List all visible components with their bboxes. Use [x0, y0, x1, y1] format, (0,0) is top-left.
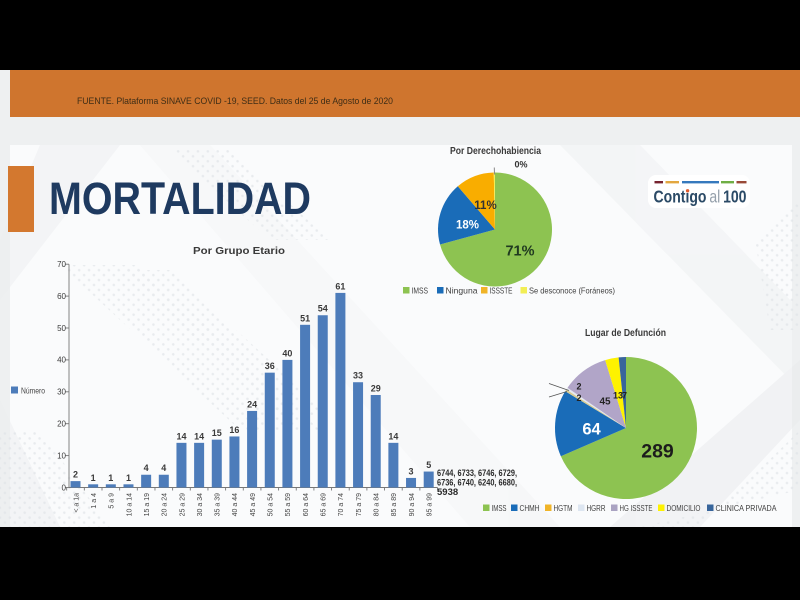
svg-text:60 a 64: 60 a 64 — [303, 493, 310, 516]
svg-text:25 a 29: 25 a 29 — [179, 493, 186, 516]
svg-text:ISSSTE: ISSSTE — [490, 286, 513, 296]
svg-text:20: 20 — [57, 420, 66, 429]
svg-text:54: 54 — [318, 304, 328, 314]
svg-text:4: 4 — [161, 463, 166, 473]
svg-text:6744, 6733, 6746, 6729,: 6744, 6733, 6746, 6729, — [437, 468, 517, 479]
svg-text:2: 2 — [576, 382, 581, 392]
svg-text:20 a 24: 20 a 24 — [162, 493, 169, 516]
svg-text:HGTM: HGTM — [554, 503, 573, 513]
svg-text:70: 70 — [57, 260, 66, 269]
svg-text:MORTALIDAD: MORTALIDAD — [49, 173, 311, 224]
svg-text:50 a 54: 50 a 54 — [268, 493, 275, 516]
svg-text:1: 1 — [91, 473, 96, 483]
svg-text:FUENTE. Plataforma SINAVE COVI: FUENTE. Plataforma SINAVE COVID -19, SEE… — [77, 96, 393, 107]
svg-text:1 a 4: 1 a 4 — [91, 493, 98, 509]
svg-text:2: 2 — [576, 393, 581, 403]
svg-text:40 a 44: 40 a 44 — [232, 493, 239, 516]
svg-text:64: 64 — [582, 421, 601, 439]
svg-text:15 a 19: 15 a 19 — [144, 493, 151, 516]
svg-text:Contigo al 100: Contigo al 100 — [654, 187, 747, 207]
svg-text:4: 4 — [144, 463, 149, 473]
svg-text:Por Derechohabiencia: Por Derechohabiencia — [450, 145, 541, 157]
svg-text:30 a 34: 30 a 34 — [197, 493, 204, 516]
svg-text:0%: 0% — [514, 160, 527, 170]
svg-text:95 a 99: 95 a 99 — [427, 493, 434, 516]
svg-text:Ninguna: Ninguna — [446, 286, 478, 296]
svg-text:IMSS: IMSS — [412, 286, 429, 296]
svg-text:15: 15 — [212, 428, 222, 438]
svg-text:14: 14 — [176, 431, 186, 441]
svg-text:40: 40 — [57, 356, 66, 365]
svg-text:0: 0 — [62, 483, 67, 492]
svg-text:55 a 59: 55 a 59 — [285, 493, 292, 516]
svg-text:85 a 89: 85 a 89 — [391, 493, 398, 516]
svg-text:10 a 14: 10 a 14 — [126, 493, 133, 516]
svg-text:Lugar de Defunción: Lugar de Defunción — [585, 327, 666, 339]
svg-text:5: 5 — [426, 460, 431, 470]
svg-text:65 a 69: 65 a 69 — [321, 493, 328, 516]
svg-text:16: 16 — [229, 425, 239, 435]
svg-text:DOMICILIO: DOMICILIO — [667, 503, 701, 513]
svg-text:14: 14 — [194, 431, 204, 441]
svg-text:13: 13 — [613, 391, 623, 401]
svg-text:51: 51 — [300, 313, 310, 323]
svg-text:HG ISSSTE: HG ISSSTE — [620, 503, 653, 513]
svg-text:90 a 94: 90 a 94 — [409, 493, 416, 516]
svg-text:1: 1 — [108, 473, 113, 483]
svg-text:5938: 5938 — [437, 487, 458, 498]
svg-text:18%: 18% — [456, 220, 479, 232]
svg-text:75 a 79: 75 a 79 — [356, 493, 363, 516]
svg-text:36: 36 — [265, 361, 275, 371]
svg-text:5 a 9: 5 a 9 — [109, 493, 116, 509]
svg-text:60: 60 — [57, 292, 66, 301]
svg-text:71%: 71% — [505, 244, 534, 260]
svg-text:3: 3 — [409, 466, 414, 476]
svg-text:CLINICA PRIVADA: CLINICA PRIVADA — [716, 503, 777, 513]
svg-text:< a 1a: < a 1a — [73, 493, 80, 513]
svg-text:61: 61 — [335, 281, 345, 291]
svg-text:7: 7 — [622, 391, 627, 401]
svg-text:29: 29 — [371, 383, 381, 393]
svg-text:50: 50 — [57, 324, 66, 333]
svg-text:80 a 84: 80 a 84 — [374, 493, 381, 516]
svg-text:45: 45 — [599, 397, 611, 408]
svg-text:Número: Número — [21, 387, 45, 396]
svg-text:35 a 39: 35 a 39 — [215, 493, 222, 516]
svg-text:30: 30 — [57, 388, 66, 397]
svg-text:6736, 6740, 6240, 6680,: 6736, 6740, 6240, 6680, — [437, 478, 517, 489]
svg-text:2: 2 — [73, 470, 78, 480]
svg-text:1: 1 — [126, 473, 131, 483]
svg-text:24: 24 — [247, 399, 257, 409]
svg-text:Por Grupo Etario: Por Grupo Etario — [193, 245, 285, 257]
svg-text:45 a 49: 45 a 49 — [250, 493, 257, 516]
svg-text:CHMH: CHMH — [520, 503, 540, 513]
svg-text:33: 33 — [353, 371, 363, 381]
svg-text:11%: 11% — [474, 200, 496, 212]
svg-text:289: 289 — [641, 441, 674, 463]
svg-text:14: 14 — [388, 431, 398, 441]
svg-text:40: 40 — [282, 348, 292, 358]
svg-text:IMSS: IMSS — [492, 503, 507, 513]
svg-text:70 a 74: 70 a 74 — [338, 493, 345, 516]
svg-text:Se desconoce (Foráneos): Se desconoce (Foráneos) — [529, 286, 615, 296]
svg-text:10: 10 — [57, 451, 66, 460]
svg-text:HGRR: HGRR — [587, 503, 606, 513]
